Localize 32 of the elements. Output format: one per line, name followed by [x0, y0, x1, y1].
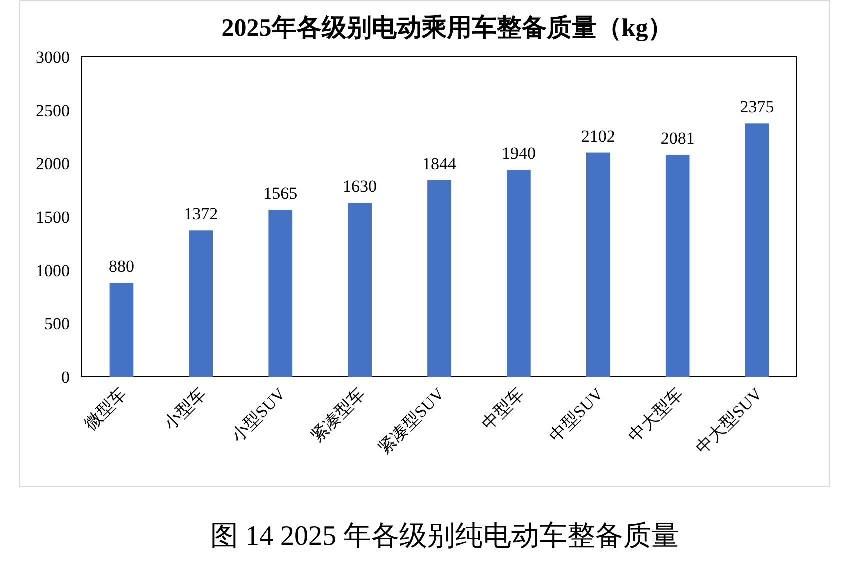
x-tick-label: 中型车: [478, 384, 528, 434]
y-tick-label: 1500: [36, 208, 70, 227]
x-tick-label: 中大型车: [625, 384, 687, 446]
data-label: 880: [108, 257, 134, 276]
data-label: 2081: [660, 129, 695, 148]
data-label: 1372: [184, 204, 218, 224]
y-tick-label: 2500: [36, 101, 70, 120]
y-tick-label: 0: [62, 368, 70, 387]
y-tick-label: 500: [44, 314, 70, 334]
data-label: 2375: [740, 98, 774, 117]
data-label: 1940: [502, 144, 536, 164]
bar: [428, 180, 452, 377]
bar: [745, 124, 770, 377]
bar: [586, 152, 610, 377]
bar: [507, 170, 531, 377]
y-tick-label: 1000: [36, 261, 70, 280]
bar: [110, 283, 134, 377]
bar: [268, 210, 293, 377]
y-tick-label: 2000: [36, 154, 70, 174]
y-tick-label: 3000: [36, 48, 70, 67]
chart-title: 2025年各级别电动乘用车整备质量（kg）: [222, 14, 674, 42]
caption: 图 14 2025 年各级别纯电动车整备质量: [210, 521, 680, 552]
bar: [666, 155, 690, 377]
x-tick-label: 紧凑型车: [307, 384, 369, 446]
data-label: 1565: [264, 184, 298, 204]
bar: [189, 230, 214, 377]
data-label: 1844: [422, 154, 457, 174]
x-tick-label: 小型车: [160, 384, 210, 434]
data-label: 2102: [581, 126, 616, 146]
bar: [348, 203, 372, 377]
x-tick-label: 微型车: [81, 384, 131, 434]
data-label: 1630: [343, 177, 378, 196]
